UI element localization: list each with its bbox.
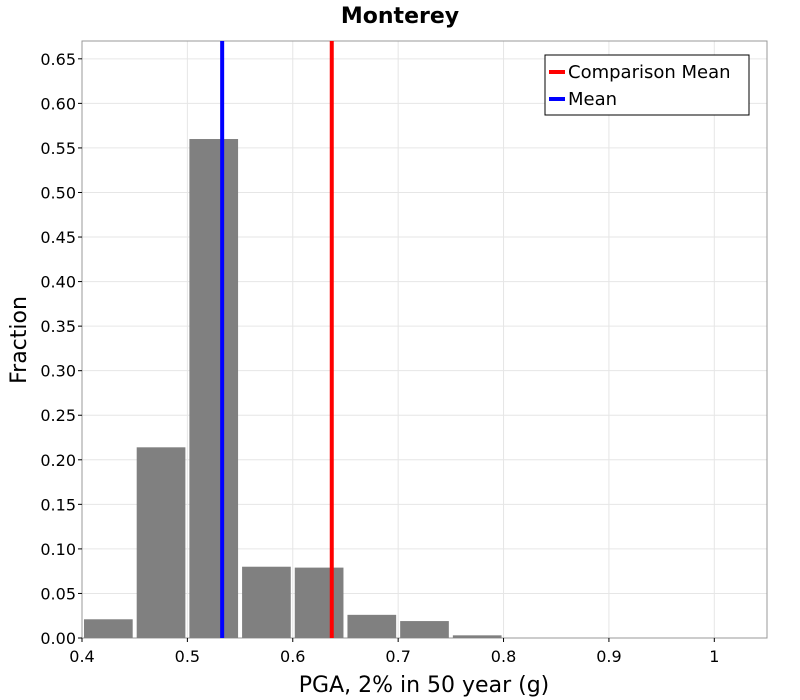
y-tick-label: 0.50	[40, 183, 76, 202]
histogram-bar	[347, 614, 397, 638]
legend-label-comparison-mean: Comparison Mean	[568, 62, 731, 83]
y-tick-label: 0.60	[40, 94, 76, 113]
reference-lines	[220, 41, 334, 638]
histogram-bar	[136, 447, 186, 638]
histogram-bar	[452, 635, 502, 638]
x-tick-label: 1	[709, 647, 719, 666]
histogram-bar	[400, 621, 449, 638]
x-tick-label: 0.7	[385, 647, 410, 666]
legend-label-mean: Mean	[568, 89, 617, 110]
histogram-bars	[84, 139, 502, 638]
x-axis-ticks: 0.4 0.5 0.6 0.7 0.8 0.9 1	[69, 638, 719, 666]
y-tick-label: 0.00	[40, 629, 76, 648]
histogram-bar	[189, 139, 239, 638]
y-tick-label: 0.10	[40, 540, 76, 559]
legend: Comparison Mean Mean	[544, 54, 750, 116]
x-tick-label: 0.9	[596, 647, 621, 666]
y-tick-label: 0.40	[40, 273, 76, 292]
y-tick-label: 0.20	[40, 451, 76, 470]
y-axis-ticks: 0.00 0.05 0.10 0.15 0.20 0.25 0.30 0.35 0.40 0.45…	[40, 50, 82, 648]
histogram-bar	[242, 566, 291, 638]
y-tick-label: 0.15	[40, 495, 76, 514]
y-tick-label: 0.65	[40, 50, 76, 69]
x-tick-label: 0.6	[280, 647, 305, 666]
x-axis-title: PGA, 2% in 50 year (g)	[299, 673, 550, 698]
y-tick-label: 0.45	[40, 228, 76, 247]
x-tick-label: 0.8	[491, 647, 516, 666]
y-tick-label: 0.05	[40, 584, 76, 603]
legend-box	[544, 54, 750, 116]
chart-title: Monterey	[341, 4, 459, 29]
histogram-bar	[84, 619, 133, 638]
y-tick-label: 0.30	[40, 362, 76, 381]
x-tick-label: 0.5	[175, 647, 200, 666]
x-tick-label: 0.4	[69, 647, 94, 666]
y-tick-label: 0.35	[40, 317, 76, 336]
y-axis-title: Fraction	[7, 296, 32, 384]
y-tick-label: 0.25	[40, 406, 76, 425]
y-tick-label: 0.55	[40, 139, 76, 158]
histogram-bar	[294, 567, 344, 638]
